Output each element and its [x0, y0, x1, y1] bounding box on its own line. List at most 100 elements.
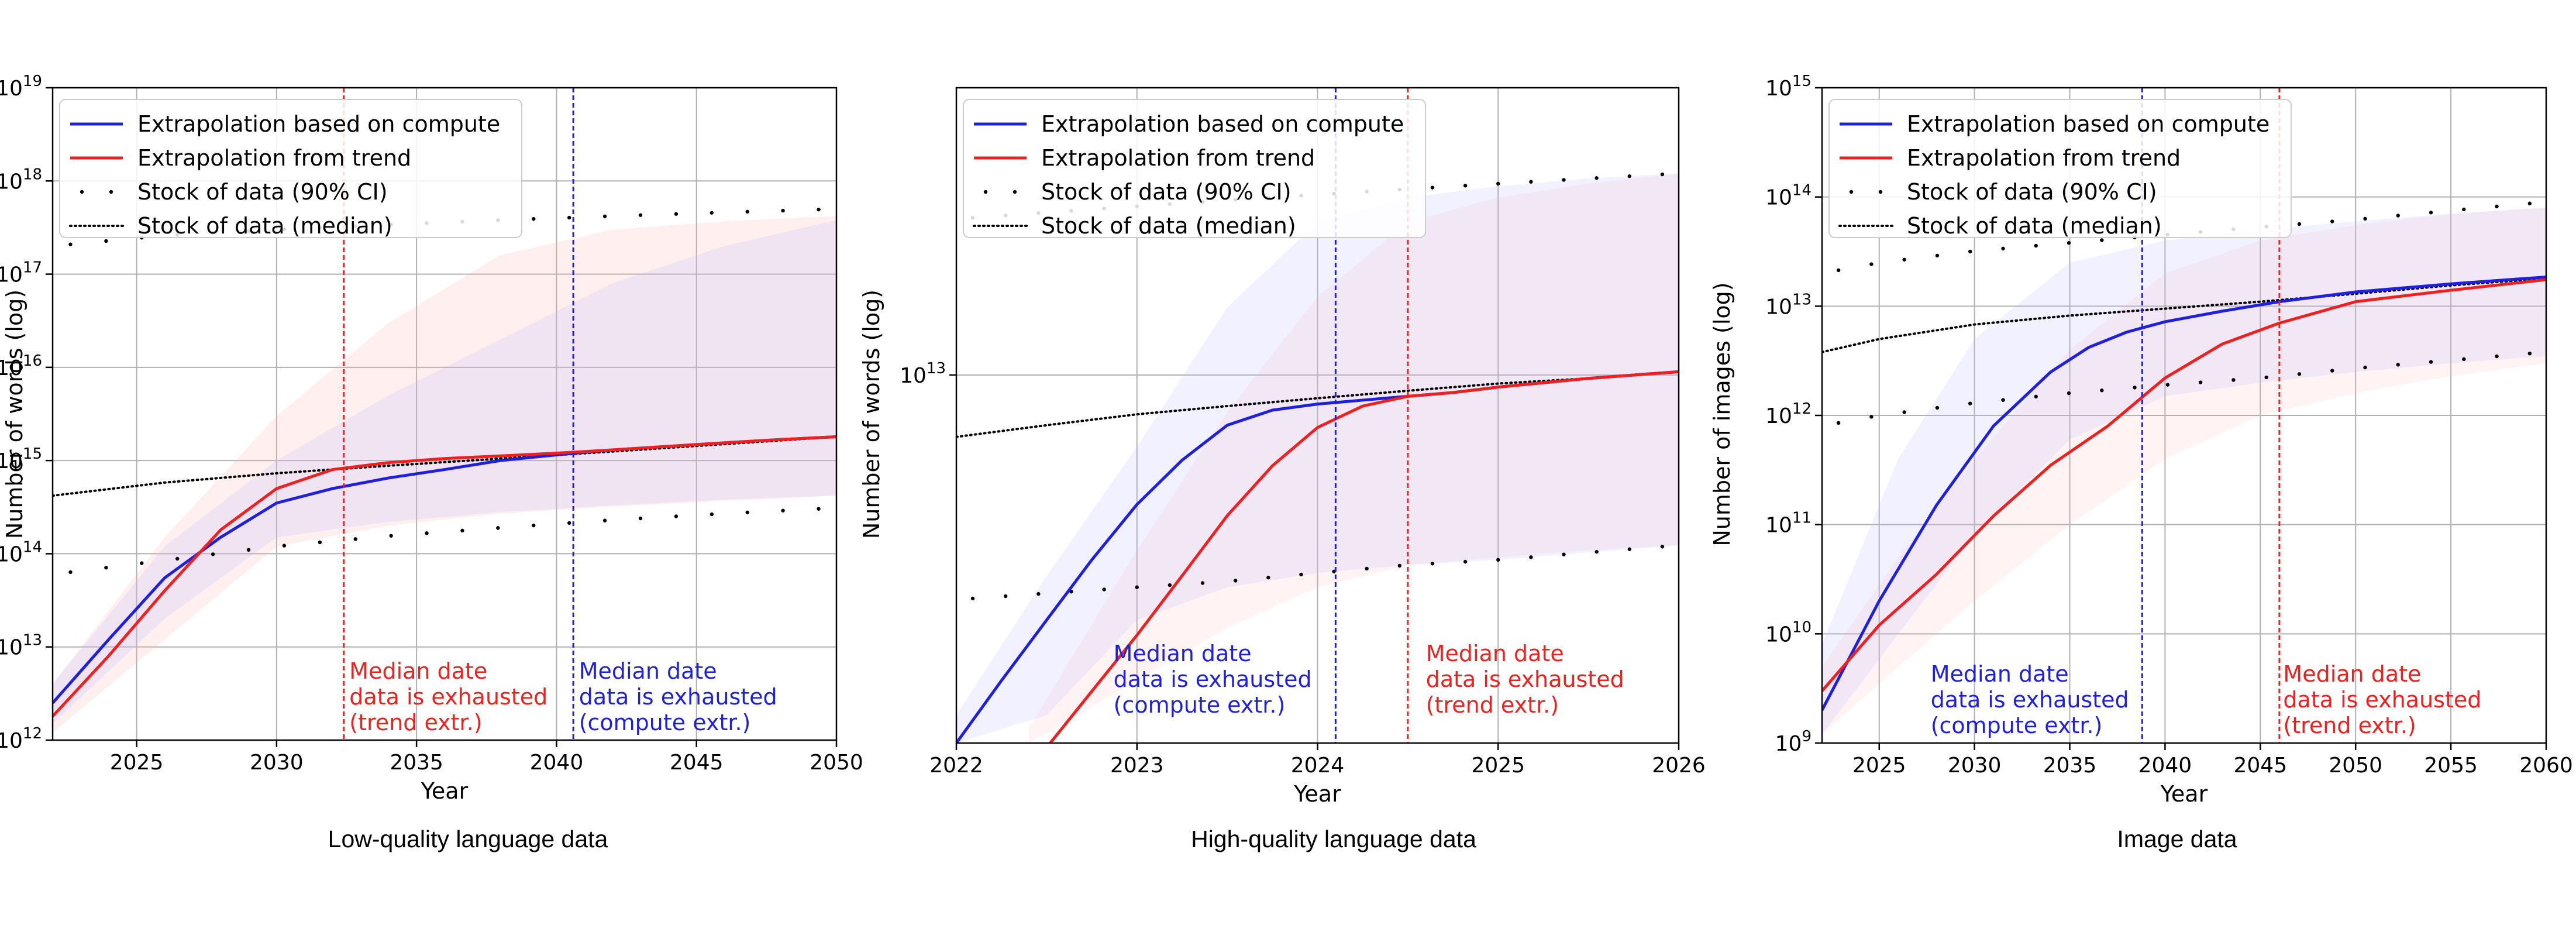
uncertainty-band-2 — [956, 173, 1679, 743]
stock-ci-lower-dot — [2396, 363, 2400, 367]
legend-box — [963, 99, 1426, 238]
stock-ci-lower-dot — [745, 510, 749, 514]
x-tick-label: 2025 — [1852, 754, 1906, 778]
stock-ci-lower-dot — [817, 507, 821, 511]
y-tick-label: 1015 — [1765, 73, 1812, 101]
x-tick-label: 2050 — [810, 751, 863, 775]
stock-ci-upper-dot — [2527, 201, 2532, 205]
legend-handle-dot — [1849, 190, 1854, 194]
stock-ci-upper-dot — [1463, 184, 1468, 188]
stock-ci-lower-dot — [1935, 405, 1940, 410]
stock-ci-upper-dot — [1496, 181, 1500, 186]
stock-ci-upper-dot — [2100, 238, 2104, 242]
exhaustion-annotation: data is exhausted — [349, 684, 547, 710]
stock-ci-lower-dot — [1036, 592, 1041, 596]
stock-ci-lower-dot — [2462, 357, 2466, 362]
x-tick-label: 2030 — [1948, 754, 2002, 778]
stock-ci-lower-dot — [1496, 558, 1500, 562]
stock-ci-upper-dot — [745, 209, 749, 214]
exhaustion-annotation: data is exhausted — [1426, 666, 1624, 692]
x-tick-label: 2025 — [110, 751, 164, 775]
uncertainty-band-1 — [53, 216, 836, 733]
stock-ci-lower-dot — [2429, 360, 2433, 364]
x-axis-label: Year — [2160, 781, 2208, 807]
exhaustion-annotation: (compute extr.) — [1931, 713, 2103, 738]
y-tick-label: 1013 — [0, 632, 42, 660]
x-tick-label: 2023 — [1110, 754, 1164, 778]
exhaustion-annotation: Median date — [1114, 641, 1252, 666]
y-tick-label: 1014 — [1765, 182, 1812, 210]
x-tick-label: 2040 — [530, 751, 584, 775]
exhaustion-annotation: Median date — [2283, 661, 2421, 687]
exhaustion-annotation: data is exhausted — [1114, 666, 1312, 692]
stock-ci-upper-dot — [1836, 268, 1841, 273]
stock-ci-lower-dot — [2100, 388, 2104, 393]
legend-label: Extrapolation from trend — [1907, 145, 2181, 171]
stock-ci-lower-dot — [1102, 587, 1106, 592]
x-tick-label: 2030 — [250, 751, 304, 775]
stock-ci-lower-dot — [2133, 386, 2137, 390]
stock-ci-lower-dot — [425, 531, 429, 535]
stock-ci-lower-dot — [1004, 594, 1008, 599]
legend-label: Extrapolation from trend — [137, 145, 411, 171]
y-tick-label: 1011 — [1765, 510, 1812, 538]
stock-ci-lower-dot — [353, 537, 357, 541]
stock-ci-upper-dot — [1902, 257, 1906, 262]
x-tick-label: 2060 — [2519, 754, 2573, 778]
y-tick-label: 1014 — [0, 538, 42, 566]
stock-ci-upper-dot — [2495, 204, 2499, 209]
stock-ci-upper-dot — [674, 212, 679, 216]
x-tick-label: 2045 — [670, 751, 724, 775]
stock-ci-lower-dot — [211, 552, 215, 556]
stock-ci-lower-dot — [1562, 552, 1566, 556]
x-tick-label: 2022 — [929, 754, 983, 778]
stock-ci-upper-dot — [1430, 185, 1435, 190]
stock-ci-lower-dot — [602, 518, 607, 522]
y-axis-label: Number of words (log) — [2, 290, 27, 539]
stock-ci-lower-dot — [104, 566, 108, 570]
exhaustion-annotation: data is exhausted — [579, 684, 777, 710]
x-tick-label: 2026 — [1652, 754, 1706, 778]
legend-handle-dot — [983, 190, 988, 194]
y-tick-label: 1016 — [0, 352, 42, 380]
stock-ci-lower-dot — [1529, 555, 1533, 559]
exhaustion-annotation: (compute extr.) — [579, 710, 751, 735]
stock-ci-lower-dot — [389, 534, 393, 538]
x-tick-label: 2055 — [2424, 754, 2478, 778]
x-tick-label: 2025 — [1471, 754, 1525, 778]
panel-caption: Image data — [2117, 826, 2237, 852]
stock-ci-lower-dot — [2165, 383, 2170, 387]
stock-ci-upper-dot — [2363, 216, 2367, 221]
legend-handle-dot — [109, 190, 113, 194]
x-tick-label: 2050 — [2329, 754, 2382, 778]
stock-ci-lower-dot — [68, 570, 73, 575]
uncertainty-band-1 — [1028, 173, 1679, 743]
exhaustion-annotation: Median date — [1931, 661, 2069, 687]
uncertainty-band-1 — [1822, 207, 2546, 735]
legend: Extrapolation based on compute Extrapolat… — [963, 99, 1426, 239]
stock-ci-lower-dot — [532, 523, 536, 528]
stock-ci-lower-dot — [1200, 581, 1205, 585]
stock-ci-lower-dot — [1299, 572, 1303, 577]
stock-ci-lower-dot — [2264, 375, 2268, 380]
stock-ci-lower-dot — [1397, 563, 1402, 568]
stock-ci-upper-dot — [104, 239, 108, 243]
stock-ci-upper-dot — [638, 213, 643, 217]
stock-ci-lower-dot — [1902, 410, 1906, 414]
x-axis-label: Year — [1293, 781, 1341, 807]
stock-ci-lower-dot — [1463, 559, 1468, 564]
stock-ci-lower-dot — [1968, 401, 1972, 405]
stock-ci-lower-dot — [2330, 369, 2334, 373]
legend-label: Stock of data (median) — [1907, 213, 2162, 239]
exhaustion-annotation: data is exhausted — [2283, 687, 2481, 713]
stock-ci-upper-dot — [2429, 211, 2433, 215]
stock-ci-lower-dot — [175, 556, 180, 561]
stock-ci-lower-dot — [2067, 391, 2071, 396]
stock-ci-lower-dot — [2198, 380, 2203, 384]
stock-ci-lower-dot — [496, 526, 500, 530]
stock-ci-upper-dot — [2034, 243, 2038, 248]
stock-ci-upper-dot — [1968, 249, 1972, 254]
stock-ci-lower-dot — [460, 528, 464, 533]
legend: Extrapolation based on compute Extrapolat… — [1828, 99, 2292, 239]
stock-ci-upper-dot — [602, 214, 607, 218]
